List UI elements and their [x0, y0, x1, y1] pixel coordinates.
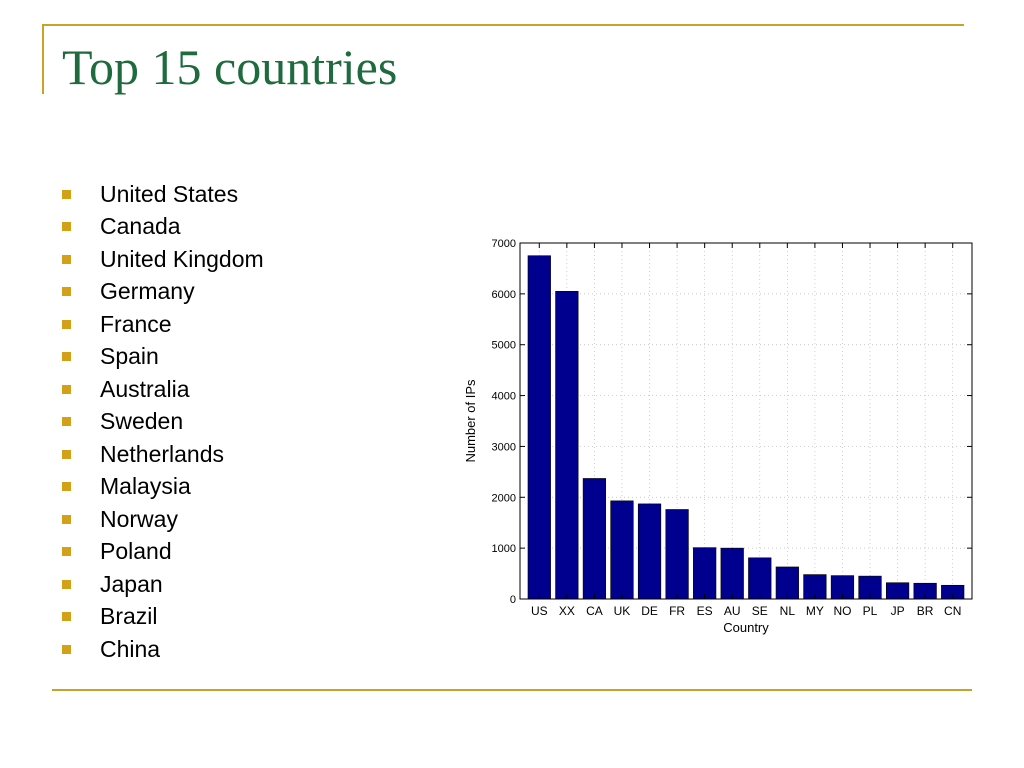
- top-rule: [42, 24, 964, 26]
- bar-se: [748, 557, 772, 600]
- y-axis-label: Number of IPs: [463, 379, 478, 463]
- square-bullet-icon: [62, 319, 71, 329]
- y-tick-label: 2000: [492, 492, 516, 504]
- y-tick-label: 3000: [492, 441, 516, 453]
- x-tick-label: NO: [833, 604, 851, 618]
- x-tick-label: PL: [863, 604, 878, 618]
- square-bullet-icon: [62, 384, 71, 394]
- square-bullet-icon: [62, 352, 71, 362]
- bullet-item: Japan: [60, 568, 264, 601]
- bullet-item: Germany: [60, 276, 264, 309]
- slide-title: Top 15 countries: [62, 39, 398, 95]
- bullet-item: Malaysia: [60, 471, 264, 504]
- bullet-text: United Kingdom: [100, 245, 264, 272]
- x-tick-label: BR: [917, 604, 934, 618]
- x-tick-label: NL: [780, 604, 796, 618]
- bar-au: [720, 547, 744, 600]
- bullet-text: Australia: [100, 375, 190, 402]
- square-bullet-icon: [62, 189, 71, 199]
- bottom-rule: [52, 689, 972, 691]
- bullet-item: United Kingdom: [60, 243, 264, 276]
- bullet-text: Germany: [100, 278, 195, 305]
- bullet-text: France: [100, 310, 172, 337]
- x-tick-label: CN: [944, 604, 961, 618]
- bullet-text: Brazil: [100, 603, 158, 630]
- square-bullet-icon: [62, 222, 71, 232]
- bullet-text: Sweden: [100, 408, 184, 435]
- y-tick-label: 1000: [492, 543, 516, 555]
- bar-uk: [610, 500, 634, 600]
- bullet-item: United States: [60, 178, 264, 211]
- square-bullet-icon: [62, 514, 71, 524]
- y-tick-label: 5000: [492, 340, 516, 352]
- bar-us: [527, 255, 551, 600]
- square-bullet-icon: [62, 612, 71, 622]
- square-bullet-icon: [62, 417, 71, 427]
- bullet-item: Canada: [60, 211, 264, 244]
- x-axis-label: Country: [723, 620, 769, 635]
- x-tick-label: AU: [724, 604, 741, 618]
- y-tick-label: 6000: [492, 289, 516, 301]
- bullet-text: Norway: [100, 505, 178, 532]
- bar-ca: [582, 478, 607, 600]
- x-tick-label: DE: [641, 604, 658, 618]
- square-bullet-icon: [62, 287, 71, 297]
- bullet-text: Spain: [100, 343, 159, 370]
- bullet-text: China: [100, 635, 161, 662]
- bar-chart: 0 1000 2000 3000 4000 5000 6000 7000 US XX CA UK DE F…: [463, 238, 973, 635]
- x-tick-label: US: [531, 604, 548, 618]
- square-bullet-icon: [62, 644, 71, 654]
- square-bullet-icon: [62, 449, 71, 459]
- bullet-item: Spain: [60, 341, 264, 374]
- x-tick-label: UK: [614, 604, 631, 618]
- bullet-item: Brazil: [60, 601, 264, 634]
- left-rule: [42, 24, 44, 94]
- square-bullet-icon: [62, 254, 71, 264]
- bullet-text: Canada: [100, 213, 181, 240]
- x-tick-label: MY: [806, 604, 824, 618]
- square-bullet-icon: [62, 579, 71, 589]
- bullet-text: Japan: [100, 570, 163, 597]
- bullet-item: Australia: [60, 373, 264, 406]
- x-tick-label: CA: [586, 604, 603, 618]
- bar-de: [637, 503, 662, 600]
- bullet-item: Sweden: [60, 406, 264, 439]
- bullet-item: Norway: [60, 503, 264, 536]
- bar-fr: [665, 509, 689, 600]
- bullet-text: Netherlands: [100, 440, 225, 467]
- x-tick-label: SE: [752, 604, 768, 618]
- square-bullet-icon: [62, 482, 71, 492]
- bullet-item: Netherlands: [60, 438, 264, 471]
- square-bullet-icon: [62, 547, 71, 557]
- x-tick-label: XX: [559, 604, 575, 618]
- bar-es: [693, 547, 717, 600]
- bullet-item: China: [60, 633, 264, 666]
- x-tick-label: ES: [697, 604, 713, 618]
- plot-frame: [519, 242, 973, 600]
- y-tick-label: 7000: [492, 238, 516, 250]
- x-tick-label: JP: [891, 604, 905, 618]
- country-bullet-list: United States Canada United Kingdom Germany…: [60, 178, 264, 666]
- bullet-item: France: [60, 308, 264, 341]
- y-tick-label: 0: [510, 594, 516, 606]
- bullet-item: Poland: [60, 536, 264, 569]
- y-tick-label: 4000: [492, 391, 516, 403]
- x-tick-label: FR: [669, 604, 685, 618]
- bullet-text: Malaysia: [100, 473, 191, 500]
- bullet-text: Poland: [100, 538, 172, 565]
- bar-xx: [555, 291, 579, 600]
- bullet-text: United States: [100, 180, 239, 207]
